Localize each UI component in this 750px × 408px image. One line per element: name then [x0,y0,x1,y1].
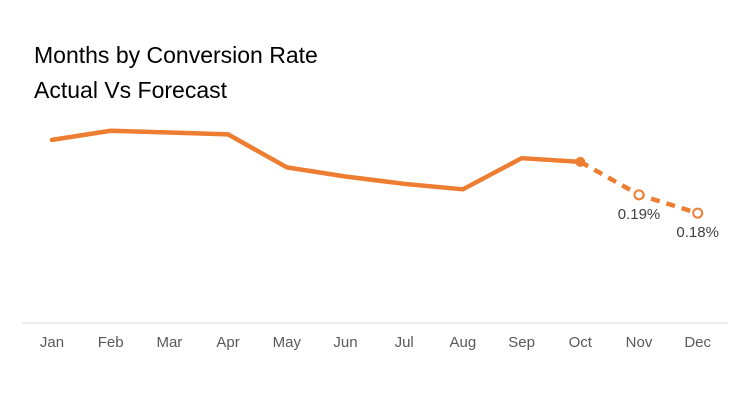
x-tick-label: Oct [569,334,593,351]
x-tick-label: Apr [216,334,239,351]
chart-title-block: Months by Conversion Rate Actual Vs Fore… [34,38,318,108]
x-tick-label: Nov [626,334,653,351]
data-label: 0.19% [618,206,661,223]
x-tick-label: Sep [508,334,535,351]
data-label: 0.18% [676,224,719,241]
x-tick-label: Jun [333,334,357,351]
x-tick-label: Mar [156,334,182,351]
actual-series-line [49,128,583,192]
forecast-marker [633,189,645,201]
x-tick-label: May [273,334,302,351]
x-tick-label: Jul [395,334,414,351]
x-tick-label: Jan [40,334,64,351]
actual-end-marker [575,156,586,167]
forecast-marker [692,207,704,219]
x-tick-label: Dec [684,334,711,351]
chart-subtitle: Actual Vs Forecast [34,77,228,103]
x-tick-label: Aug [450,334,477,351]
chart-title: Months by Conversion Rate [34,42,318,68]
x-tick-label: Feb [98,334,124,351]
